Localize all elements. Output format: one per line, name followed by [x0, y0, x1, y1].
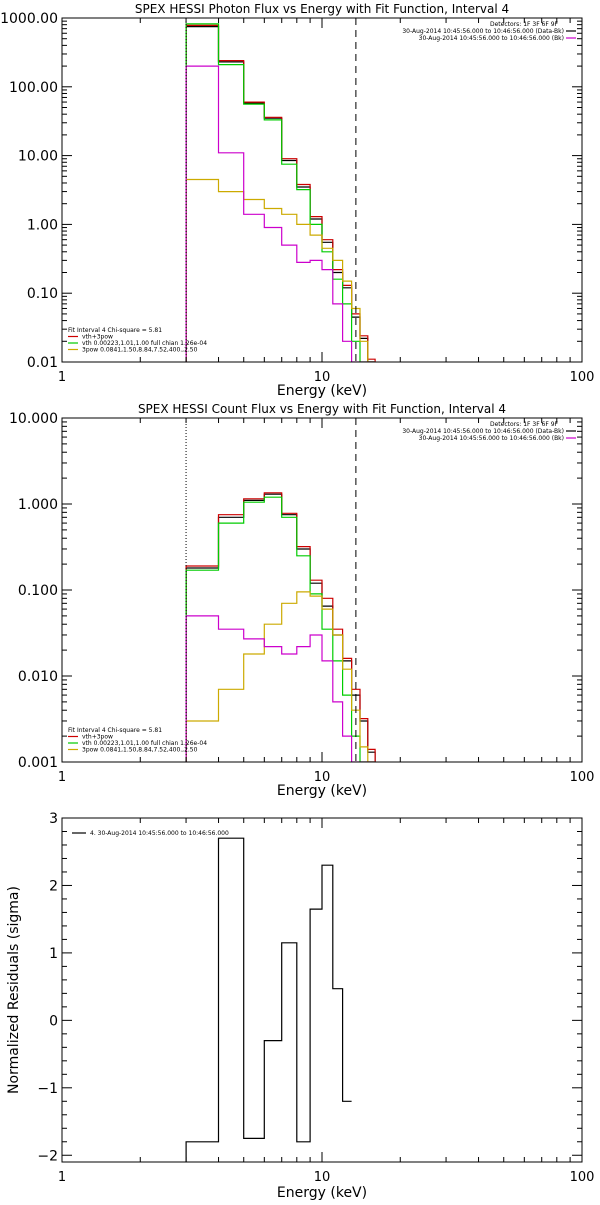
legend-entry-label: vth 0.00223,1.01,1.00 full chian 1.26e-0…	[82, 740, 207, 747]
legend-entry-label: 3pow 0.0841,1.50,8.84,7.52,400.,2.50	[82, 347, 198, 354]
legend-entry-label: 30-Aug-2014 10:45:56.000 to 10:46:56.000…	[419, 35, 564, 42]
x-tick-label: 100	[570, 770, 595, 785]
y-tick-label: 2	[49, 878, 58, 894]
legend-entry-label: 4. 30-Aug-2014 10:45:56.000 to 10:46:56.…	[90, 830, 229, 837]
chart-title: SPEX HESSI Photon Flux vs Energy with Fi…	[135, 2, 509, 16]
series-line-data-bk	[185, 493, 376, 762]
y-tick-label: 0.001	[18, 755, 58, 771]
y-axis-label: Normalized Residuals (sigma)	[6, 886, 22, 1094]
legend-entry-label: 30-Aug-2014 10:45:56.000 to 10:46:56.000…	[402, 28, 564, 35]
legend-entry-label: 30-Aug-2014 10:45:56.000 to 10:46:56.000…	[402, 428, 564, 435]
legend-header: Detectors: 1F 3F 6F 9F	[490, 421, 559, 428]
y-tick-label: 0.10	[27, 286, 58, 302]
x-tick-label: 1	[58, 370, 66, 385]
x-tick-label: 100	[570, 1170, 595, 1185]
x-tick-label: 10	[314, 770, 331, 785]
series-line-vth-3pow	[185, 492, 376, 762]
y-tick-label: 1.000	[18, 497, 58, 513]
chart-panel-3: 1 10 100 −2 −1 0 1 2 3 Energy (keV) Normalized Res…	[6, 811, 595, 1201]
chart-title: SPEX HESSI Count Flux vs Energy with Fit…	[138, 402, 506, 416]
x-tick-label: 100	[570, 370, 595, 385]
legend-entry-label: 3pow 0.0841,1.50,8.84,7.52,400.,2.50	[82, 747, 198, 754]
series-line-bk	[185, 615, 376, 762]
y-tick-label: 1	[49, 946, 58, 962]
y-tick-label: 0.01	[27, 355, 58, 371]
y-tick-label: −1	[37, 1081, 58, 1097]
x-tick-label: 10	[314, 1170, 331, 1185]
y-tick-label: 10.000	[9, 411, 58, 427]
x-tick-label: 10	[314, 370, 331, 385]
y-tick-label: 0.010	[18, 669, 58, 685]
legend-bottom-left: Fit Interval 4 Chi-square = 5.81vth+3pow…	[68, 727, 207, 754]
legend-header: Fit Interval 4 Chi-square = 5.81	[68, 727, 162, 734]
series-group	[185, 23, 376, 362]
series-line-vth	[185, 23, 376, 362]
series-line-vth-3pow	[185, 24, 376, 362]
x-tick-label: 1	[58, 770, 66, 785]
y-tick-label: 1000.00	[0, 11, 58, 27]
series-line-data-bk	[185, 26, 376, 362]
x-axis-label: Energy (keV)	[277, 783, 367, 799]
series-line-vth	[185, 496, 376, 762]
series-line-3pow	[185, 591, 376, 762]
y-tick-label: 0.100	[18, 583, 58, 599]
y-tick-label: 1.00	[27, 217, 58, 233]
y-tick-label: 100.00	[9, 80, 58, 96]
x-axis-label: Energy (keV)	[277, 383, 367, 399]
y-tick-label: 0	[49, 1013, 58, 1029]
legend-entry-label: vth+3pow	[82, 334, 113, 341]
legend-bottom-left: Fit Interval 4 Chi-square = 5.81vth+3pow…	[68, 327, 207, 354]
series-line-bk	[185, 65, 376, 362]
y-tick-label: −2	[37, 1148, 58, 1164]
legend-header: Fit Interval 4 Chi-square = 5.81	[68, 327, 162, 334]
series-line-4-30-aug-2014-10-45-56-000-to-10-46-56-000	[185, 837, 352, 1162]
legend-entry-label: 30-Aug-2014 10:45:56.000 to 10:46:56.000…	[419, 435, 564, 442]
x-axis-label: Energy (keV)	[277, 1185, 367, 1200]
legend-entry-label: vth 0.00223,1.01,1.00 full chian 1.26e-0…	[82, 340, 207, 347]
legend-entry-label: vth+3pow	[82, 734, 113, 741]
y-tick-label: 3	[49, 811, 58, 827]
chart-panel-2: 1 10 100 0.001 0.010 0.100 1.000 10.000 SPEX HES…	[9, 402, 594, 799]
series-group	[185, 492, 376, 762]
y-tick-label: 10.00	[18, 149, 58, 165]
legend-top-left: 4. 30-Aug-2014 10:45:56.000 to 10:46:56.…	[72, 830, 229, 837]
legend-header: Detectors: 1F 3F 6F 9F	[490, 21, 559, 28]
plot-frame	[61, 17, 583, 363]
chart-panel-1: 1 10 100 0.01 0.10 1.00 10.00 100.00 1000.00 SPEX…	[0, 2, 594, 399]
series-group	[185, 837, 352, 1162]
x-tick-label: 1	[58, 1170, 66, 1185]
series-line-3pow	[185, 178, 376, 362]
